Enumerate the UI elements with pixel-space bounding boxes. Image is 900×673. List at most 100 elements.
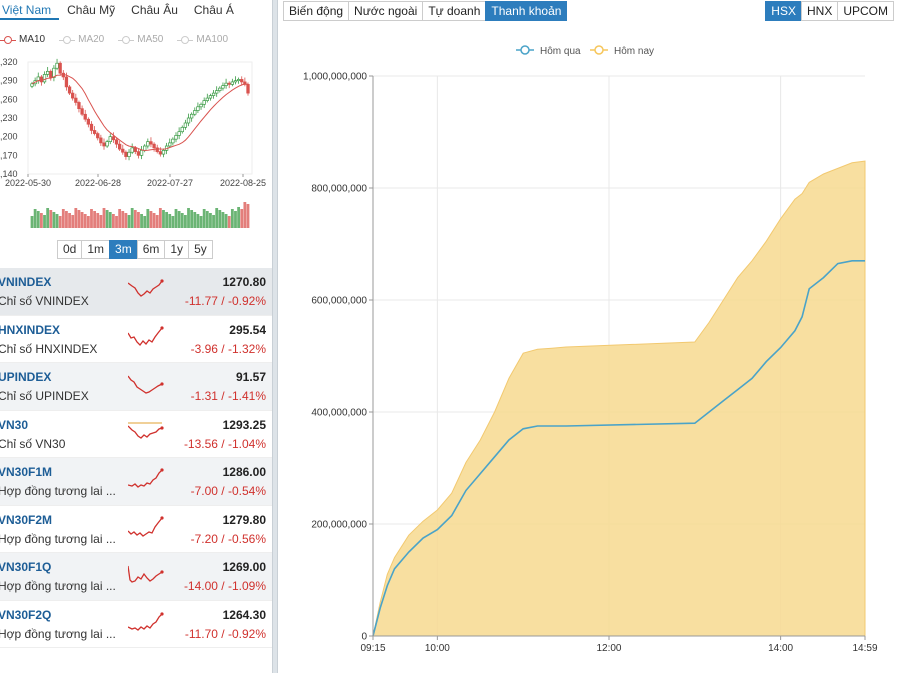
- candle-body: [171, 138, 175, 144]
- x-tick-label: 10:00: [425, 643, 450, 654]
- candle-body: [130, 147, 134, 153]
- volume-bar: [61, 209, 65, 228]
- legend-marker-icon: [594, 45, 604, 55]
- x-tick-label: 12:00: [596, 643, 621, 654]
- volume-bar: [246, 204, 250, 228]
- volume-bar: [146, 209, 150, 228]
- sparkline: [128, 325, 164, 346]
- sparkline: [128, 468, 164, 488]
- candle-body: [221, 85, 225, 89]
- line-marker-icon: [177, 35, 194, 44]
- tab-foreign[interactable]: Nước ngoài: [348, 1, 424, 21]
- index-description: Hợp đồng tương lai ...: [0, 626, 116, 641]
- index-row-vn30f2q[interactable]: VN30F2Q Hợp đồng tương lai ... 1264.30 -…: [0, 601, 272, 648]
- candle-body: [30, 83, 34, 87]
- index-row-vnindex[interactable]: VNINDEX Chỉ số VNINDEX 1270.80 -11.77 / …: [0, 268, 272, 316]
- candle-body: [208, 95, 213, 99]
- candle-body: [174, 135, 178, 140]
- index-code: VN30: [0, 417, 29, 432]
- legend-item[interactable]: Hôm nay: [590, 45, 654, 57]
- period-1y-button[interactable]: 1y: [164, 240, 190, 259]
- volume-bar: [43, 215, 46, 228]
- period-0d-button[interactable]: 0d: [57, 240, 83, 259]
- tab-upcom[interactable]: UPCOM: [837, 1, 894, 21]
- volume-bar: [221, 212, 225, 228]
- candle-body: [86, 118, 90, 125]
- volume-bar: [177, 211, 181, 228]
- period-6m-button[interactable]: 6m: [136, 240, 166, 259]
- volume-bar: [230, 209, 234, 228]
- mini-x-tick-label: 2022-07-27: [147, 178, 193, 188]
- index-code: VN30F1Q: [0, 560, 52, 574]
- tab-vietnam[interactable]: Việt Nam: [0, 0, 60, 20]
- period-5y-button[interactable]: 5y: [188, 240, 213, 259]
- index-row-vn30f1m[interactable]: VN30F1M Hợp đồng tương lai ... 1286.00 -…: [0, 458, 272, 506]
- volume-bar: [165, 212, 169, 228]
- mini-y-tick-label: ,290: [0, 76, 18, 86]
- tab-price-movement[interactable]: Biến động: [283, 1, 350, 21]
- panel-splitter[interactable]: [272, 0, 278, 673]
- candle-body: [124, 151, 128, 157]
- volume-bar: [93, 211, 97, 228]
- volume-bar: [149, 211, 153, 228]
- volume-bar: [127, 215, 131, 228]
- period-selector: 0d 1m 3m 6m 1y 5y: [57, 240, 213, 259]
- tab-asia[interactable]: Châu Á: [193, 3, 234, 17]
- mini-y-tick-label: ,230: [0, 113, 18, 123]
- tab-hnx[interactable]: HNX: [800, 1, 839, 21]
- series-hom-nay-area: [372, 160, 866, 637]
- legend-ma10[interactable]: MA10: [0, 34, 45, 45]
- volume-bar: [190, 210, 194, 228]
- volume-bar: [115, 216, 118, 228]
- candle-body: [108, 136, 112, 142]
- candle-body: [161, 150, 166, 155]
- volume-bar: [143, 216, 147, 228]
- index-change: -7.00 / -0.54%: [190, 484, 266, 498]
- volume-bar: [80, 212, 84, 228]
- volume-bar: [158, 208, 162, 228]
- period-1m-button[interactable]: 1m: [81, 240, 111, 259]
- candle-body: [149, 141, 153, 145]
- period-3m-button[interactable]: 3m: [109, 240, 138, 259]
- tab-europe[interactable]: Châu Âu: [131, 3, 178, 17]
- index-price: 1293.25: [222, 417, 266, 432]
- volume-bar: [193, 212, 197, 228]
- x-tick-label: 09:15: [360, 643, 385, 654]
- volume-bar: [133, 210, 137, 228]
- candle-body: [246, 84, 250, 94]
- index-change: -11.77 / -0.92%: [184, 294, 266, 308]
- legend-ma20[interactable]: MA20: [59, 34, 104, 45]
- liquidity-chart[interactable]: 0 200,000,000 400,000,000 600,000,000 800,00…: [278, 30, 900, 673]
- x-tick-label: 14:59: [852, 643, 877, 654]
- tab-hsx[interactable]: HSX: [765, 1, 802, 21]
- index-change: -13.56 / -1.04%: [183, 436, 266, 451]
- index-row-hnxindex[interactable]: HNXINDEX Chỉ số HNXINDEX 295.54 -3.96 / …: [0, 316, 272, 363]
- legend-ma100[interactable]: MA100: [177, 34, 228, 45]
- region-tabs: Việt Nam Châu Mỹ Châu Âu Châu Á: [0, 0, 242, 22]
- volume-bar: [152, 213, 156, 228]
- legend-item[interactable]: Hôm qua: [516, 45, 581, 57]
- candle-body: [105, 141, 109, 147]
- tab-americas[interactable]: Châu Mỹ: [67, 3, 116, 17]
- tab-proprietary[interactable]: Tự doanh: [422, 1, 487, 21]
- sparkline: [128, 279, 164, 297]
- candle-body: [58, 62, 62, 74]
- candle-body: [190, 113, 194, 119]
- index-row-upindex[interactable]: UPINDEX Chỉ số UPINDEX 91.57 -1.31 / -1.…: [0, 363, 272, 411]
- volume-bar: [243, 202, 247, 228]
- candle-body: [155, 147, 159, 152]
- volume-bar: [174, 209, 178, 228]
- index-row-vn30[interactable]: VN30 Chỉ số VN30 1293.25 -13.56 / -1.04%: [0, 411, 272, 458]
- candle-body: [230, 81, 234, 85]
- tab-liquidity[interactable]: Thanh khoản: [485, 1, 568, 21]
- y-tick-label: 1,000,000,000: [303, 72, 367, 83]
- index-row-vn30f1q[interactable]: VN30F1Q Hợp đồng tương lai ... 1269.00 -…: [0, 553, 272, 601]
- line-marker-icon: [0, 35, 16, 44]
- candle-body: [215, 90, 219, 94]
- index-row-vn30f2m[interactable]: VN30F2M Hợp đồng tương lai ... 1279.80 -…: [0, 506, 272, 553]
- sparkline: [128, 611, 164, 631]
- candle-body: [146, 141, 150, 147]
- index-code: VN30F2Q: [0, 607, 52, 622]
- legend-ma50[interactable]: MA50: [118, 34, 163, 45]
